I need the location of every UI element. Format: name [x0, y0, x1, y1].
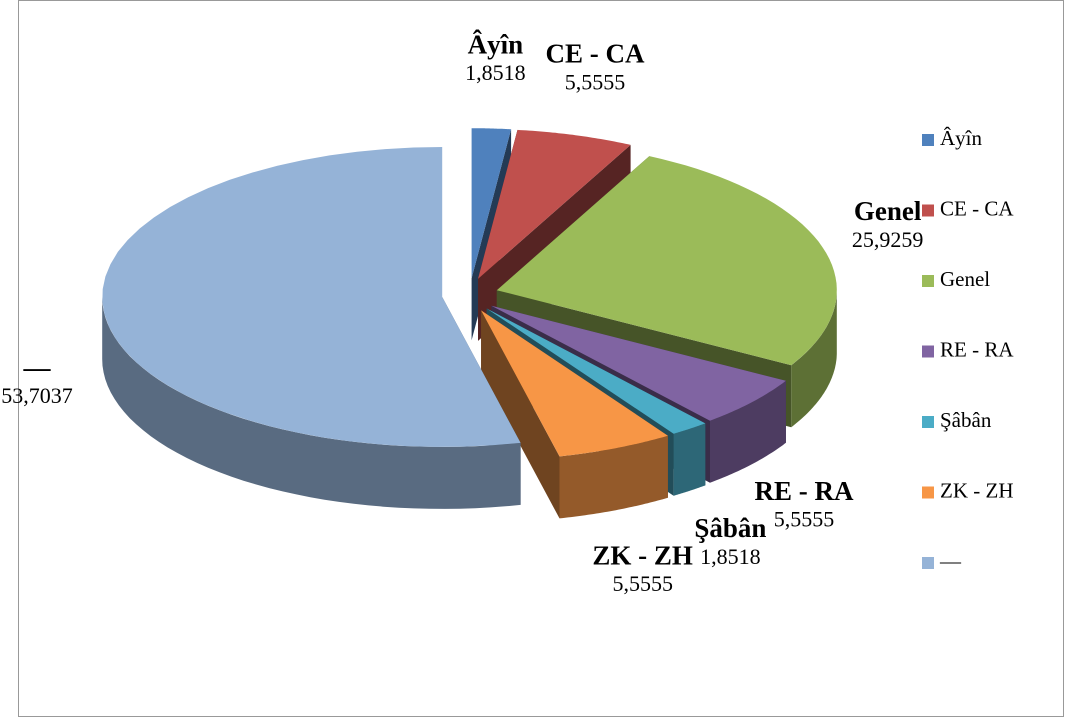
value-label: 1,8518 — [700, 544, 761, 569]
slice-label: Genel — [854, 196, 922, 226]
slice-side — [102, 297, 521, 509]
legend-swatch — [922, 204, 934, 217]
slice-label: RE - RA — [754, 476, 853, 506]
slice — [486, 308, 706, 434]
slice — [471, 128, 512, 279]
slice-label: CE - CA — [546, 39, 645, 69]
slice — [102, 147, 521, 447]
legend-swatch — [922, 416, 934, 428]
value-label: 25,9259 — [852, 227, 924, 252]
slice — [478, 129, 631, 279]
slice — [496, 156, 837, 366]
slice-side — [791, 290, 837, 428]
slice-side — [481, 310, 560, 519]
slice — [491, 305, 786, 421]
legend-label: Genel — [940, 267, 990, 291]
legend-label: — — [939, 549, 962, 573]
slice-label: Âyîn — [468, 29, 524, 59]
legend-swatch — [922, 134, 934, 146]
slice-side — [673, 423, 706, 496]
legend-label: Şâbân — [940, 408, 992, 432]
value-label: 5,5555 — [565, 70, 626, 95]
legend-label: Âyîn — [940, 126, 983, 150]
slice-side — [559, 435, 668, 519]
slice-label: Şâbân — [694, 513, 766, 543]
slice-label: ZK - ZH — [592, 540, 693, 570]
legend-label: ZK - ZH — [940, 478, 1013, 502]
legend-swatch — [922, 486, 934, 499]
value-label: 5,5555 — [612, 571, 673, 596]
value-label: 5,5555 — [774, 507, 835, 532]
slice-label: — — [22, 352, 51, 382]
slice-side — [710, 380, 786, 483]
legend-label: RE - RA — [940, 337, 1014, 361]
legend-swatch — [922, 345, 934, 358]
value-label: 1,8518 — [465, 60, 526, 85]
legend-swatch — [922, 557, 934, 569]
legend-label: CE - CA — [940, 196, 1014, 220]
legend-swatch — [922, 275, 934, 287]
value-label: 53,7037 — [1, 383, 73, 408]
slice — [481, 310, 668, 457]
